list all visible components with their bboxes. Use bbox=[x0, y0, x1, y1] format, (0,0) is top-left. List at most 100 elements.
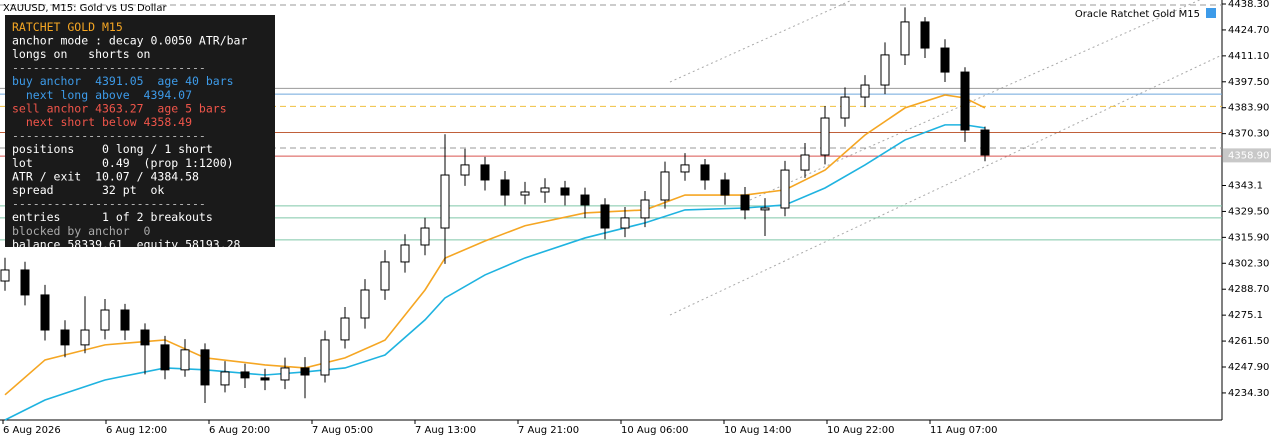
candle-body bbox=[280, 367, 290, 381]
y-tick-label: 4329.50 bbox=[1228, 206, 1269, 217]
candle-body bbox=[480, 164, 490, 181]
candle-body bbox=[120, 309, 130, 331]
candle-body bbox=[400, 244, 410, 263]
x-tick-label: 7 Aug 13:00 bbox=[415, 425, 476, 436]
candle-body bbox=[100, 309, 110, 331]
channel-line bbox=[749, 0, 1201, 201]
candle-body bbox=[980, 129, 990, 156]
y-tick-label: 4383.90 bbox=[1228, 103, 1269, 114]
y-tick-label: 4370.30 bbox=[1228, 129, 1269, 140]
x-tick-label: 7 Aug 05:00 bbox=[312, 425, 373, 436]
panel-line: ---------------------------- bbox=[12, 197, 206, 211]
candle-body bbox=[440, 174, 450, 229]
y-tick-label: 4411.10 bbox=[1228, 51, 1269, 62]
panel-line: longs on shorts on bbox=[12, 47, 150, 61]
candle-body bbox=[560, 187, 570, 196]
y-tick-label: 4424.70 bbox=[1228, 25, 1269, 36]
candle-body bbox=[680, 164, 690, 173]
plot-area bbox=[0, 4, 1222, 421]
candle-body bbox=[420, 227, 430, 246]
candle-body bbox=[820, 117, 830, 156]
candle-body bbox=[700, 164, 710, 181]
x-tick-label: 6 Aug 12:00 bbox=[106, 425, 167, 436]
panel-line: ATR / exit 10.07 / 4384.58 bbox=[12, 169, 199, 183]
panel-line: blocked by anchor 0 bbox=[12, 224, 151, 238]
panel-line: positions 0 long / 1 short bbox=[12, 142, 213, 156]
indicator-name: Oracle Ratchet Gold M15 bbox=[1075, 9, 1200, 20]
channel-line bbox=[669, 0, 854, 83]
panel-line: ---------------------------- bbox=[12, 129, 206, 143]
candle-body bbox=[160, 344, 170, 371]
panel-line: anchor mode : decay 0.0050 ATR/bar bbox=[12, 33, 247, 47]
y-tick-label: 4438.30 bbox=[1228, 0, 1269, 10]
candle-body bbox=[840, 96, 850, 119]
candle-body bbox=[860, 84, 870, 98]
x-tick-label: 6 Aug 2026 bbox=[3, 425, 61, 436]
candle-body bbox=[140, 329, 150, 346]
candle-body bbox=[40, 294, 50, 331]
panel-line: spread 32 pt ok bbox=[12, 183, 164, 197]
candle-body bbox=[260, 377, 270, 381]
candle-body bbox=[180, 349, 190, 371]
last-price-label: 4358.90 bbox=[1228, 150, 1269, 161]
candle-body bbox=[320, 339, 330, 376]
panel-line: next long above 4394.07 bbox=[12, 88, 192, 102]
x-tick-label: 7 Aug 21:00 bbox=[518, 425, 579, 436]
candle-body bbox=[780, 169, 790, 209]
panel-background bbox=[5, 15, 275, 247]
candle-body bbox=[340, 317, 350, 341]
candle-body bbox=[200, 349, 210, 386]
candle-body bbox=[920, 21, 930, 49]
candle-body bbox=[380, 261, 390, 291]
candle-body bbox=[720, 179, 730, 196]
candle-body bbox=[540, 187, 550, 193]
x-tick-label: 10 Aug 14:00 bbox=[724, 425, 791, 436]
info-panel: RATCHET GOLD M15 anchor mode : decay 0.0… bbox=[5, 15, 275, 251]
candle-body bbox=[460, 164, 470, 176]
candle-body bbox=[600, 204, 610, 229]
channel-line bbox=[669, 54, 1223, 316]
candle-body bbox=[240, 371, 250, 379]
candle-body bbox=[360, 289, 370, 319]
panel-line: lot 0.49 (prop 1:1200) bbox=[12, 156, 234, 170]
candle-body bbox=[80, 329, 90, 346]
candle-body bbox=[640, 199, 650, 219]
candle-body bbox=[620, 217, 630, 229]
candle-body bbox=[800, 154, 810, 171]
candle-body bbox=[740, 194, 750, 211]
x-tick-label: 10 Aug 06:00 bbox=[621, 425, 688, 436]
panel-line: ---------------------------- bbox=[12, 61, 206, 75]
panel-lines: anchor mode : decay 0.0050 ATR/barlongs … bbox=[12, 33, 247, 251]
last-price-box bbox=[1223, 148, 1271, 163]
panel-line: entries 1 of 2 breakouts bbox=[12, 210, 213, 224]
panel-line: buy anchor 4391.05 age 40 bars bbox=[12, 74, 234, 88]
candle-body bbox=[20, 269, 30, 296]
candle-body bbox=[900, 21, 910, 56]
candle-body bbox=[520, 191, 530, 196]
y-tick-label: 4397.50 bbox=[1228, 77, 1269, 88]
x-tick-label: 11 Aug 07:00 bbox=[930, 425, 997, 436]
y-tick-label: 4315.90 bbox=[1228, 232, 1269, 243]
y-tick-label: 4275.1 bbox=[1228, 310, 1263, 321]
panel-line: balance 58339.61 equity 58193.28 bbox=[12, 237, 241, 251]
candle-body bbox=[0, 269, 10, 282]
y-tick-label: 4261.50 bbox=[1228, 336, 1269, 347]
candle-body bbox=[960, 71, 970, 131]
panel-title: RATCHET GOLD M15 bbox=[12, 20, 123, 34]
moving-average bbox=[4, 94, 986, 396]
candle-body bbox=[880, 54, 890, 86]
y-tick-label: 4234.30 bbox=[1228, 388, 1269, 399]
candle-body bbox=[660, 171, 670, 201]
indicator-icon bbox=[1206, 8, 1216, 18]
x-tick-label: 6 Aug 20:00 bbox=[209, 425, 270, 436]
panel-line: sell anchor 4363.27 age 5 bars bbox=[12, 101, 227, 115]
candle-body bbox=[220, 371, 230, 386]
x-tick-label: 10 Aug 22:00 bbox=[827, 425, 894, 436]
candle-body bbox=[760, 207, 770, 211]
y-tick-label: 4343.1 bbox=[1228, 181, 1263, 192]
y-tick-label: 4302.30 bbox=[1228, 258, 1269, 269]
candle-body bbox=[580, 194, 590, 206]
chart-title: XAUUSD, M15: Gold vs US Dollar bbox=[3, 3, 167, 14]
moving-average bbox=[4, 124, 986, 421]
